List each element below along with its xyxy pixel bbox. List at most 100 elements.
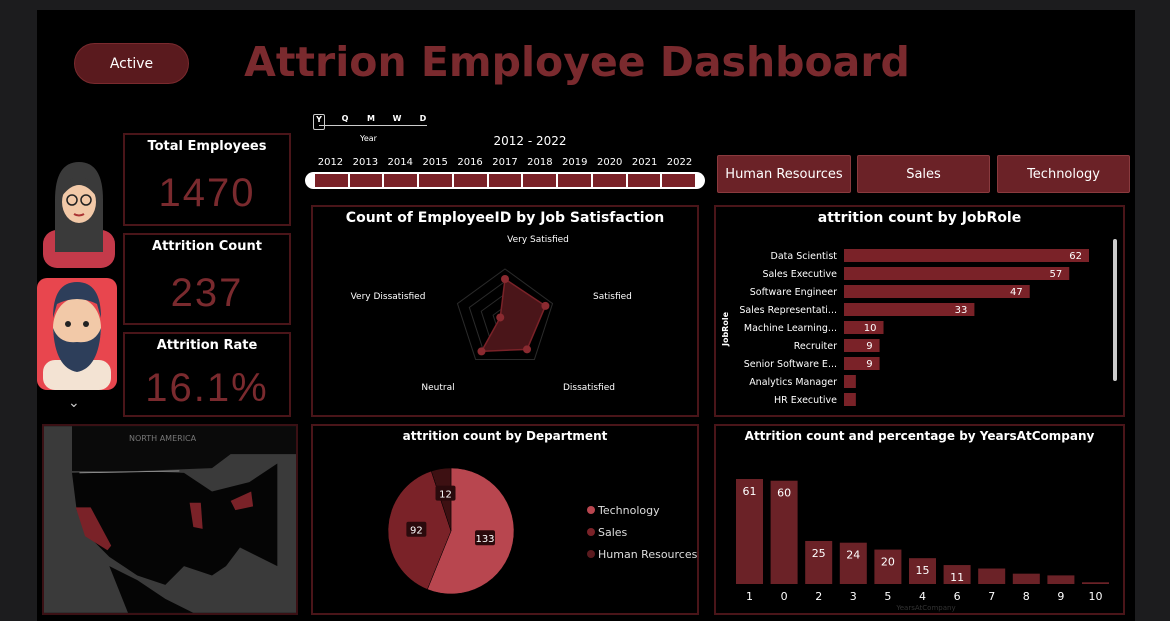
kpi-attrition-count: Attrition Count 237	[123, 233, 291, 325]
pie-slice[interactable]	[427, 467, 515, 595]
year-cell-2012[interactable]	[315, 174, 348, 187]
bar[interactable]	[978, 568, 1006, 584]
bar[interactable]	[736, 479, 763, 584]
category-label: 3	[850, 590, 857, 603]
category-label: Analytics Manager	[749, 377, 837, 388]
dashboard: Active Attrion Employee Dashboard ⌄ Tota…	[37, 10, 1135, 621]
map-region-illinois[interactable]	[189, 502, 203, 529]
category-label: Recruiter	[794, 341, 837, 352]
active-button[interactable]: Active	[74, 43, 189, 84]
scrollbar[interactable]	[1113, 239, 1117, 381]
timeline-slicer: Y Q M W D Year 2012 - 2022 2012 2013 2014 2015 2…	[305, 114, 707, 194]
year-label: 2012	[317, 157, 344, 168]
year-cell-2014[interactable]	[384, 174, 418, 187]
category-label: 1	[746, 590, 753, 603]
data-label: 9	[866, 359, 872, 370]
data-label: 33	[955, 305, 968, 316]
year-label: 2018	[527, 157, 553, 168]
data-label: 62	[1069, 251, 1082, 262]
map-region-new-york[interactable]	[230, 491, 254, 511]
year-cell-2015[interactable]	[419, 174, 452, 187]
year-cell-2018[interactable]	[523, 174, 557, 187]
category-label: 7	[988, 590, 995, 603]
category-label: 8	[1023, 590, 1030, 603]
pie-label-bg	[435, 485, 456, 501]
radar-axis-label: Very Dissatisfied	[351, 292, 426, 302]
bar[interactable]	[844, 357, 880, 370]
bar[interactable]	[844, 321, 884, 334]
radar-point[interactable]	[541, 301, 550, 310]
bar[interactable]	[943, 565, 971, 584]
legend-label[interactable]: Sales	[598, 526, 628, 539]
year-cell-2022[interactable]	[662, 174, 696, 187]
radar-point[interactable]	[501, 275, 509, 283]
year-cell-2021[interactable]	[627, 174, 661, 187]
jobrole-bar-panel: attrition count by JobRole JobRole Data S…	[714, 205, 1125, 417]
category-label: HR Executive	[774, 395, 837, 406]
pie-data-label: 12	[439, 490, 452, 501]
radar-grid	[456, 268, 554, 360]
kpi-value: 16.1%	[145, 366, 269, 410]
year-cell-2016[interactable]	[453, 174, 487, 187]
bar[interactable]	[844, 267, 1070, 280]
radar-point[interactable]	[477, 347, 486, 356]
legend-label[interactable]: Technology	[597, 504, 660, 517]
radar-axis-label: Satisfied	[593, 292, 632, 302]
year-cell-2020[interactable]	[592, 174, 626, 187]
bar[interactable]	[1047, 575, 1075, 584]
bar[interactable]	[770, 480, 798, 584]
bar[interactable]	[909, 558, 936, 584]
year-label: 2020	[596, 157, 623, 168]
category-label: 5	[884, 590, 891, 603]
bar[interactable]	[844, 339, 880, 352]
year-cell-2017[interactable]	[488, 174, 522, 187]
timeline-bar[interactable]	[305, 172, 705, 189]
page-title: Attrion Employee Dashboard	[244, 38, 910, 86]
legend-marker	[587, 506, 595, 514]
year-cell-2019[interactable]	[558, 174, 591, 187]
year-cell-2013[interactable]	[349, 174, 383, 187]
bar[interactable]	[1082, 582, 1109, 584]
bar[interactable]	[874, 549, 902, 584]
radar-point[interactable]	[496, 313, 505, 322]
bar[interactable]	[839, 542, 867, 584]
bar[interactable]	[844, 393, 856, 406]
chevron-down-icon[interactable]: ⌄	[68, 395, 80, 411]
data-label: 24	[846, 549, 860, 562]
radar-point[interactable]	[523, 345, 532, 354]
filter-technology[interactable]: Technology	[997, 155, 1130, 193]
job-satisfaction-radar-panel: Count of EmployeeID by Job Satisfaction …	[311, 205, 699, 417]
data-label: 25	[812, 547, 826, 560]
bar[interactable]	[844, 375, 856, 388]
granularity-D[interactable]: D	[419, 114, 427, 123]
category-label: 0	[781, 590, 788, 603]
granularity-M[interactable]: M	[367, 114, 375, 123]
data-label: 47	[1010, 287, 1023, 298]
granularity-Q[interactable]: Q	[341, 114, 349, 123]
legend-label[interactable]: Human Resources	[598, 548, 697, 561]
bar[interactable]	[844, 285, 1030, 298]
map-panel[interactable]: NORTH AMERICA	[42, 424, 298, 615]
bar[interactable]	[1012, 573, 1040, 584]
bar[interactable]	[805, 540, 833, 584]
year-label: 2016	[457, 157, 483, 168]
filter-human-resources[interactable]: Human Resources	[717, 155, 851, 193]
pie-label-bg	[406, 521, 427, 537]
category-label: 4	[919, 590, 926, 603]
bar[interactable]	[844, 249, 1089, 262]
radar-area	[480, 277, 547, 353]
granularity-Y[interactable]: Y	[313, 114, 325, 130]
year-label: 2017	[492, 157, 518, 168]
chart-title: Count of EmployeeID by Job Satisfaction	[345, 210, 665, 226]
filter-sales[interactable]: Sales	[857, 155, 990, 193]
granularity-W[interactable]: W	[392, 114, 402, 123]
kpi-total-employees: Total Employees 1470	[123, 133, 291, 226]
chart-title: attrition count by JobRole	[817, 210, 1022, 226]
year-label: 2013	[352, 157, 379, 168]
data-label: 61	[743, 485, 757, 498]
granularity-label: Year	[360, 134, 377, 143]
category-label: 6	[954, 590, 961, 603]
map-region-california[interactable]	[75, 507, 112, 551]
bar[interactable]	[844, 303, 975, 316]
department-pie-panel: attrition count by Department 133 Technol…	[311, 424, 699, 615]
